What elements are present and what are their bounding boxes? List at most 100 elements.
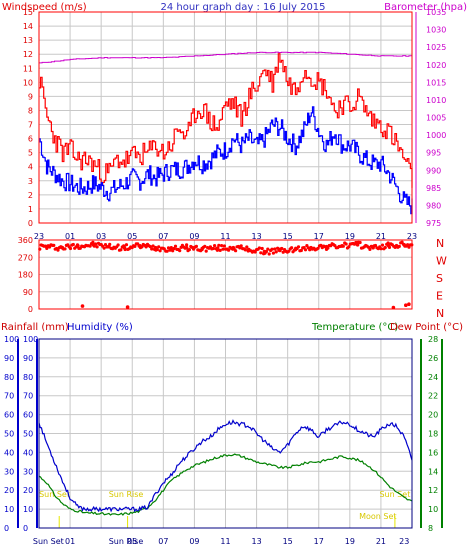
humidity-line: [38, 419, 413, 513]
direction-tick-label: 270: [18, 253, 33, 262]
baro-tick-label: 1015: [426, 78, 446, 87]
time-tick-label: 15: [283, 537, 293, 546]
compass-label: E: [436, 290, 443, 303]
direction-point: [227, 248, 231, 252]
humidity-tick-label: 10: [23, 505, 33, 514]
direction-point: [234, 249, 238, 253]
humidity-tick-label: 20: [23, 486, 33, 495]
direction-point: [203, 244, 207, 248]
time-tick-label: 17: [314, 232, 324, 241]
direction-tick-label: 180: [18, 271, 33, 280]
wind-tick-label: 4: [28, 163, 33, 172]
direction-point: [60, 245, 65, 250]
direction-point: [368, 247, 372, 251]
direction-point: [204, 249, 208, 253]
direction-point: [347, 245, 351, 249]
rainfall-tick-label: 100: [4, 335, 19, 344]
baro-tick-label: 1020: [426, 61, 446, 70]
direction-point: [122, 245, 127, 250]
direction-panel-frame: [38, 239, 413, 310]
wind-tick-label: 12: [23, 50, 33, 59]
direction-point: [239, 244, 243, 248]
direction-point: [116, 243, 120, 247]
direction-point: [184, 245, 189, 250]
direction-point: [383, 245, 387, 250]
direction-point: [153, 245, 158, 250]
time-tick-label: 05: [127, 232, 137, 241]
wind-tick-label: 10: [23, 78, 33, 87]
baro-tick-label: 1000: [426, 131, 446, 140]
direction-point: [358, 240, 362, 245]
direction-point: [217, 243, 221, 247]
direction-point: [309, 245, 313, 250]
direction-point: [215, 246, 220, 250]
baro-tick-label: 1010: [426, 96, 446, 105]
direction-point: [211, 246, 215, 251]
direction-point: [391, 305, 396, 310]
top-panel-grid: [38, 11, 413, 224]
time-tick-label: 01: [65, 232, 75, 241]
time-tick-label: 19: [345, 537, 355, 546]
temperature-tick-label: 24: [428, 373, 438, 382]
rainfall-tick-label: 80: [4, 373, 14, 382]
time-tick-label: 03: [96, 232, 106, 241]
direction-tick-label: 0: [28, 305, 33, 314]
temperature-tick-label: 14: [428, 467, 438, 476]
time-tick-label: 15: [283, 232, 293, 241]
bottom-panel-frame: [38, 338, 413, 529]
temperature-line: [38, 453, 413, 516]
direction-point: [273, 247, 277, 251]
direction-point: [303, 248, 308, 252]
direction-point: [266, 247, 270, 251]
humidity-tick-label: 0: [23, 524, 28, 533]
direction-point: [406, 243, 410, 247]
direction-point: [379, 247, 383, 251]
direction-point: [299, 248, 303, 253]
temperature-tick-label: 18: [428, 430, 438, 439]
time-tick-label: 07: [158, 537, 168, 546]
direction-point: [380, 243, 385, 247]
direction-point: [221, 247, 225, 251]
direction-tick-label: 360: [18, 236, 33, 245]
direction-point: [56, 248, 60, 252]
direction-point: [281, 250, 285, 254]
top-panel-frame: [38, 11, 413, 224]
barometer-line: [39, 51, 413, 64]
time-tick-label: 13: [251, 537, 261, 546]
windspeed-axis-label: Windspeed (m/s): [2, 2, 87, 13]
direction-point: [404, 303, 408, 308]
direction-point: [124, 243, 129, 247]
direction-point: [169, 246, 173, 251]
direction-point: [194, 244, 198, 248]
direction-point: [95, 245, 99, 249]
direction-point: [371, 245, 375, 250]
direction-point: [213, 244, 217, 248]
direction-point: [402, 243, 407, 247]
temperature-tick-label: 26: [428, 354, 438, 363]
rainfall-tick-label: 70: [4, 392, 14, 401]
time-tick-label: 01: [65, 537, 75, 546]
direction-point: [157, 245, 161, 249]
direction-point: [148, 245, 152, 249]
compass-label: N: [436, 307, 444, 320]
direction-point: [80, 304, 85, 308]
time-tick-label: 23: [34, 232, 44, 241]
direction-point: [243, 248, 247, 252]
direction-point: [257, 246, 261, 250]
wind-tick-label: 6: [28, 135, 33, 144]
humidity-tick-label: 80: [23, 373, 33, 382]
direction-point: [316, 246, 320, 250]
compass-label: S: [436, 272, 443, 285]
direction-point: [290, 246, 294, 250]
direction-point: [45, 244, 49, 249]
rainfall-tick-label: 40: [4, 448, 14, 457]
wind-tick-label: 0: [28, 219, 33, 228]
rainfall-tick-label: 50: [4, 430, 14, 439]
direction-point: [144, 245, 148, 249]
direction-point: [293, 247, 298, 252]
direction-point: [125, 305, 130, 309]
direction-point: [166, 246, 171, 250]
wind-tick-label: 15: [23, 8, 33, 17]
humidity-tick-label: 50: [23, 430, 33, 439]
